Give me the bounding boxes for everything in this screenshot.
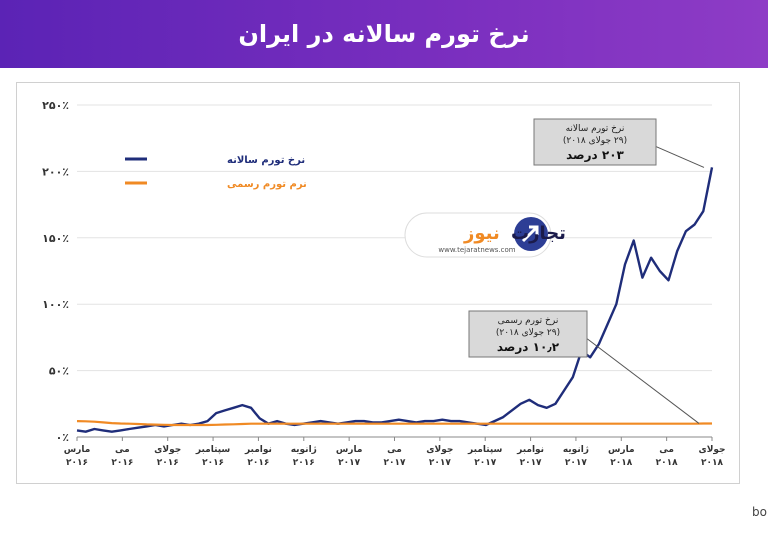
annotation-date: (۲۹ جولای ۲۰۱۸) <box>563 136 627 146</box>
x-tick-year: ۲۰۱۷ <box>565 458 587 468</box>
y-tick-label: ۰٪ <box>56 431 69 444</box>
annotation-title: نرخ تورم سالانه <box>566 124 625 134</box>
legend-label: نرخ تورم سالانه <box>227 155 305 166</box>
logo-url: www.tejaratnews.com <box>438 246 515 254</box>
x-tick-year: ۲۰۱۶ <box>66 458 88 468</box>
y-tick-label: ۱۰۰٪ <box>42 298 69 311</box>
logo-brand-orange: نیوز <box>463 223 500 244</box>
x-tick-month: ژانویه <box>563 445 589 455</box>
x-tick-year: ۲۰۱۸ <box>701 458 723 468</box>
annotation-box <box>533 118 657 166</box>
annotation-value: ۲۰۳ درصد <box>566 148 624 162</box>
x-tick-year: ۲۰۱۷ <box>474 458 496 468</box>
x-tick-year: ۲۰۱۶ <box>111 458 133 468</box>
legend-label: نرم تورم رسمی <box>227 179 307 190</box>
x-tick-month: مارس <box>336 445 363 455</box>
annotation-box <box>468 310 588 358</box>
x-tick-month: جولای <box>154 445 181 455</box>
annotation-title: نرخ تورم رسمی <box>498 316 559 326</box>
logo-brand-black: تجارت <box>511 223 566 244</box>
page-title: نرخ تورم سالانه در ایران <box>238 20 530 48</box>
x-tick-year: ۲۰۱۶ <box>202 458 224 468</box>
x-tick-month: مارس <box>608 445 635 455</box>
annotation-date: (۲۹ جولای ۲۰۱۸) <box>496 328 560 338</box>
annotation-pointer <box>586 338 700 424</box>
x-tick-month: نوامبر <box>516 445 544 455</box>
source-note: منابع: بانک مرکزی ایران، اداره آمار نیرو… <box>752 504 768 520</box>
x-tick-month: ژانویه <box>291 445 317 455</box>
arrow-icon <box>521 225 539 243</box>
x-tick-year: ۲۰۱۸ <box>610 458 632 468</box>
x-tick-month: نوامبر <box>244 445 272 455</box>
y-tick-label: ۵۰٪ <box>49 365 69 378</box>
chart-svg: ۰٪ ۵۰٪ ۱۰۰٪ ۱۵۰٪ ۲۰۰٪ ۲۵۰٪ مارس ۲۰۱۶ می ۲۰۱۶ جولای… <box>42 99 725 468</box>
chart-frame: ۰٪ ۵۰٪ ۱۰۰٪ ۱۵۰٪ ۲۰۰٪ ۲۵۰٪ مارس ۲۰۱۶ می ۲۰۱۶ جولای… <box>16 82 740 484</box>
x-tick-month: می <box>659 445 674 455</box>
x-tick-month: می <box>387 445 402 455</box>
x-tick-year: ۲۰۱۸ <box>656 458 678 468</box>
x-tick-year: ۲۰۱۷ <box>520 458 542 468</box>
x-tick-year: ۲۰۱۷ <box>429 458 451 468</box>
y-tick-label: ۲۵۰٪ <box>42 99 69 112</box>
x-tick-month: جولای <box>698 445 725 455</box>
header-bar: نرخ تورم سالانه در ایران <box>0 0 768 68</box>
y-tick-label: ۱۵۰٪ <box>42 232 69 245</box>
logo-pill <box>404 212 552 258</box>
y-tick-label: ۲۰۰٪ <box>42 165 69 178</box>
x-tick-month: مارس <box>64 445 91 455</box>
x-tick-year: ۲۰۱۶ <box>247 458 269 468</box>
x-tick-month: جولای <box>426 445 453 455</box>
x-tick-month: سپتامبر <box>467 445 503 455</box>
x-tick-year: ۲۰۱۶ <box>157 458 179 468</box>
annotation-value: ۱۰٫۲ درصد <box>497 340 560 354</box>
x-tick-year: ۲۰۱۷ <box>338 458 360 468</box>
annual-inflation-line <box>76 167 714 433</box>
x-tick-month: می <box>115 445 130 455</box>
x-tick-year: ۲۰۱۷ <box>384 458 406 468</box>
x-tick-year: ۲۰۱۶ <box>293 458 315 468</box>
official-inflation-line <box>76 420 712 427</box>
x-tick-month: سپتامبر <box>195 445 231 455</box>
annotation-pointer <box>655 146 705 168</box>
